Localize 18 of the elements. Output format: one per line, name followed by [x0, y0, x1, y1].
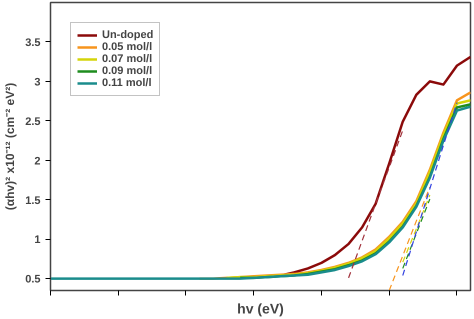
- legend-label: Un-doped: [102, 29, 154, 41]
- line-series: [50, 105, 470, 280]
- line-series: [348, 130, 404, 278]
- y-tick-label: 1: [34, 234, 41, 246]
- legend-label: 0.09 mol/l: [102, 65, 152, 77]
- y-tick-label: 0.5: [25, 274, 41, 286]
- x-axis-title: hv (eV): [237, 300, 284, 316]
- line-series: [388, 186, 430, 290]
- y-tick-label: 3.5: [25, 36, 41, 49]
- legend-label: 0.11 mol/l: [102, 77, 152, 89]
- y-tick-label: 1.5: [25, 194, 41, 207]
- y-tick-label: 2: [34, 155, 41, 168]
- line-series: [402, 102, 458, 276]
- y-axis-title: (αhv)² x10⁻¹² (cm⁻² eV²): [3, 82, 18, 210]
- y-tick-label: 3: [34, 76, 41, 88]
- y-tick-label: 2.5: [25, 116, 41, 128]
- legend-label: 0.05 mol/l: [102, 41, 152, 53]
- legend-label: 0.07 mol/l: [102, 53, 152, 65]
